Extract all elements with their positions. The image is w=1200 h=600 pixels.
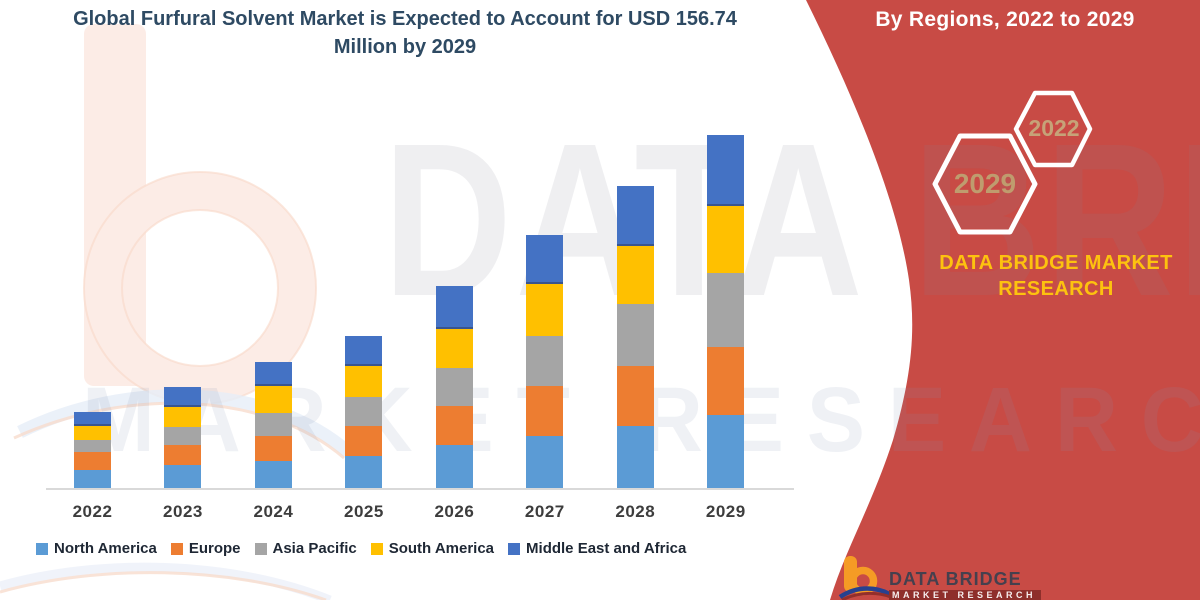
bar-segment-2023-north-america: [164, 465, 202, 488]
bar-segment-2023-middle-east-and-africa: [164, 386, 202, 407]
bar-segment-2025-asia-pacific: [345, 396, 383, 426]
by-regions-heading: By Regions, 2022 to 2029: [875, 8, 1135, 31]
bar-segment-2022-europe: [74, 451, 111, 470]
legend-label: South America: [388, 540, 495, 557]
legend-label: Europe: [188, 540, 241, 557]
bar-segment-2027-south-america: [526, 284, 564, 337]
chart-legend: North America Europe Asia Pacific South Ame…: [36, 540, 686, 557]
footer-logo-name: DATA BRIDGE: [889, 569, 1022, 589]
bar-segment-2029-north-america: [707, 414, 745, 488]
bar-segment-2022-middle-east-and-africa: [74, 411, 111, 426]
legend-swatch: [370, 542, 383, 555]
bar-segment-2025-middle-east-and-africa: [345, 335, 383, 367]
legend-label: North America: [54, 540, 157, 557]
bar-segment-2028-middle-east-and-africa: [616, 185, 654, 247]
bar-segment-2026-asia-pacific: [435, 367, 473, 407]
legend-label: Middle East and Africa: [526, 540, 687, 557]
bar-segment-2029-asia-pacific: [707, 273, 745, 347]
bar-segment-2024-asia-pacific: [254, 412, 292, 436]
bar-segment-2026-south-america: [435, 328, 473, 368]
bar-segment-2023-europe: [164, 444, 202, 466]
x-axis-line: [46, 488, 794, 490]
bar-segment-2023-south-america: [164, 406, 202, 427]
bar-segment-2023-asia-pacific: [164, 426, 202, 445]
bar-segment-2025-north-america: [345, 455, 383, 488]
bar-segment-2025-europe: [345, 425, 383, 456]
bar-segment-2028-south-america: [616, 246, 654, 305]
legend-item-middle-east-and-africa: Middle East and Africa: [508, 540, 686, 557]
x-axis-label-2024: 2024: [253, 502, 294, 521]
bar-segment-2029-middle-east-and-africa: [707, 135, 745, 207]
legend-item-europe: Europe: [170, 540, 241, 557]
bar-segment-2022-north-america: [74, 469, 111, 488]
x-axis-label-2026: 2026: [434, 502, 475, 521]
bar-segment-2024-europe: [254, 435, 292, 461]
x-axis-label-2022: 2022: [72, 502, 113, 521]
bar-segment-2028-asia-pacific: [616, 304, 654, 367]
hexagon-2022: [1013, 90, 1093, 168]
bar-segment-2024-middle-east-and-africa: [254, 361, 292, 386]
legend-item-south-america: South America: [370, 540, 495, 557]
legend-item-asia-pacific: Asia Pacific: [254, 540, 357, 557]
bar-segment-2024-south-america: [254, 385, 292, 413]
bar-segment-2028-north-america: [616, 426, 654, 488]
hexagon-year-2029: 2029: [953, 168, 1017, 199]
bar-segment-2029-europe: [707, 346, 745, 415]
footer-logo-strip: MARKET RESEARCH: [889, 590, 1041, 600]
bar-segment-2022-asia-pacific: [74, 440, 111, 452]
legend-swatch: [508, 542, 521, 555]
bar-segment-2028-europe: [616, 366, 654, 427]
x-axis-label-2023: 2023: [163, 502, 203, 521]
bar-segment-2022-south-america: [74, 425, 111, 441]
bar-segment-2029-south-america: [707, 206, 745, 274]
x-axis-label-2025: 2025: [343, 502, 384, 521]
bar-segment-2026-middle-east-and-africa: [435, 285, 473, 329]
bar-segment-2027-middle-east-and-africa: [526, 235, 564, 285]
legend-swatch: [170, 542, 183, 555]
x-axis-label-2029: 2029: [705, 502, 746, 521]
legend-swatch: [36, 542, 48, 555]
chart-title: Global Furfural Solvent Market is Expect…: [73, 8, 737, 59]
footer-logo-sub: MARKET RESEARCH: [892, 590, 1037, 600]
hexagon-year-2022: 2022: [1028, 115, 1080, 141]
bar-segment-2027-north-america: [526, 436, 564, 488]
legend-swatch: [254, 542, 267, 555]
bar-segment-2027-asia-pacific: [526, 336, 564, 387]
bar-segment-2025-south-america: [345, 366, 383, 397]
bar-segment-2024-north-america: [254, 460, 292, 488]
legend-item-north-america: North America: [36, 540, 157, 557]
data-bridge-logo-icon: [838, 556, 894, 600]
bar-segment-2026-north-america: [435, 445, 473, 488]
bar-segment-2026-europe: [435, 406, 473, 446]
hexagon-2029: [932, 133, 1038, 235]
x-axis-label-2028: 2028: [615, 502, 656, 521]
bar-segment-2027-europe: [526, 386, 564, 437]
brand-name-text: DATA BRIDGE MARKET RESEARCH: [939, 252, 1173, 300]
legend-label: Asia Pacific: [272, 540, 357, 557]
x-axis-label-2027: 2027: [524, 502, 565, 521]
